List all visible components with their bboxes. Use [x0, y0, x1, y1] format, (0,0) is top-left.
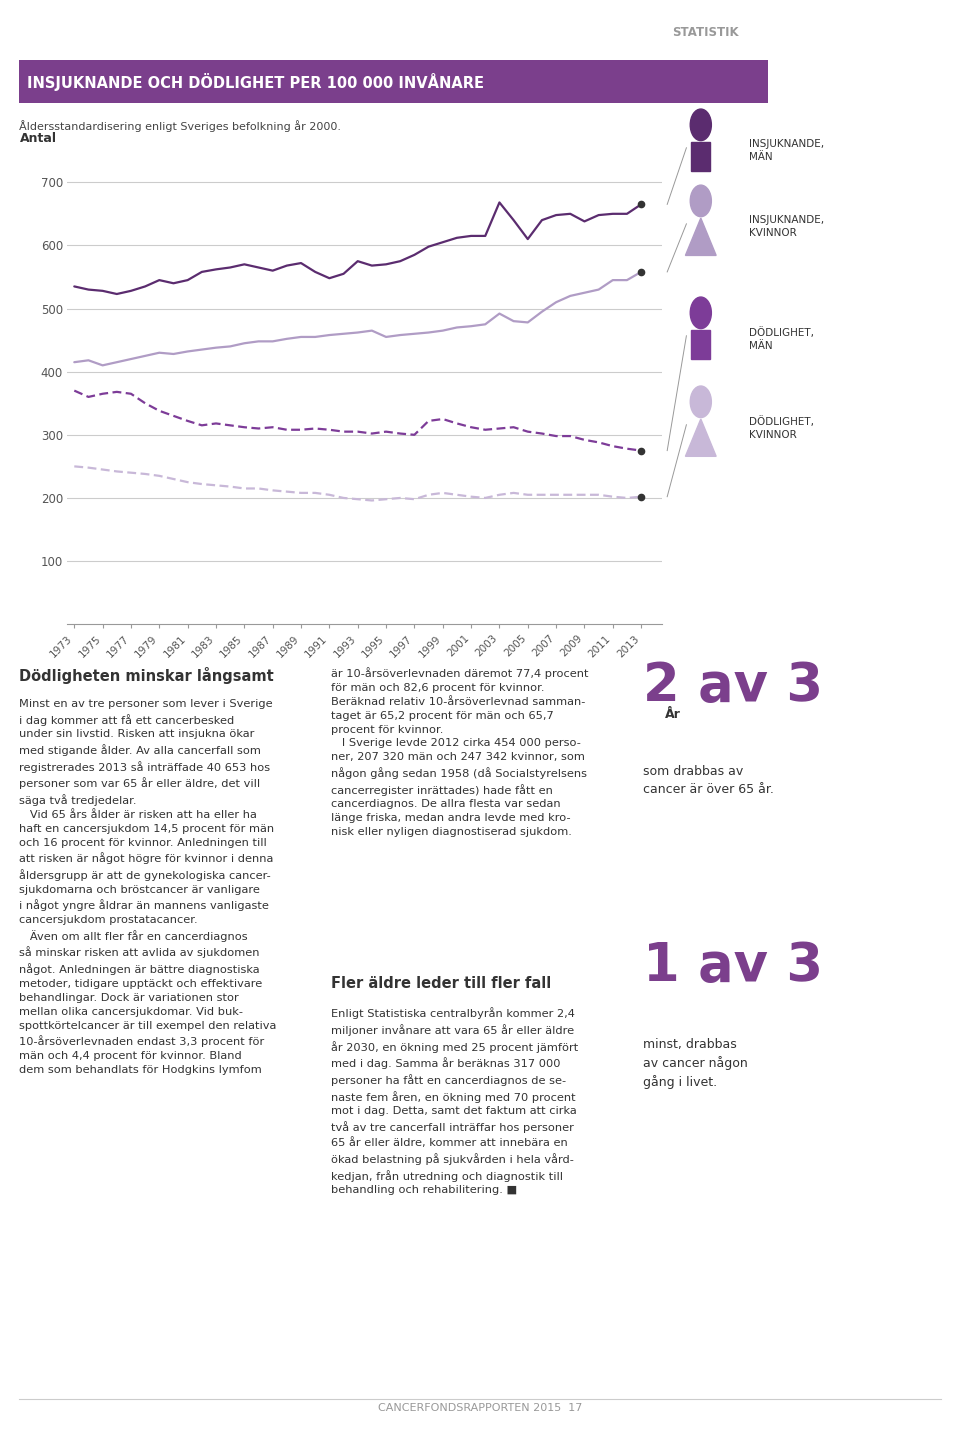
Text: Åldersstandardisering enligt Sveriges befolkning år 2000.: Åldersstandardisering enligt Sveriges be… — [19, 121, 341, 132]
Text: 1 av 3: 1 av 3 — [643, 940, 824, 992]
Text: CANCERFONDSRAPPORTEN 2015  17: CANCERFONDSRAPPORTEN 2015 17 — [378, 1403, 582, 1413]
Text: Minst en av tre personer som lever i Sverige
i dag kommer att få ett cancerbeske: Minst en av tre personer som lever i Sve… — [19, 699, 276, 1075]
Text: INSJUKNANDE,
MÄN: INSJUKNANDE, MÄN — [749, 139, 824, 162]
Text: INSJUKNANDE OCH DÖDLIGHET PER 100 000 INVÅNARE: INSJUKNANDE OCH DÖDLIGHET PER 100 000 IN… — [27, 73, 484, 90]
Text: 2 av 3: 2 av 3 — [643, 660, 824, 712]
Text: År: År — [664, 707, 681, 720]
Text: DÖDLIGHET,
MÄN: DÖDLIGHET, MÄN — [749, 327, 814, 352]
Text: som drabbas av
cancer är över 65 år.: som drabbas av cancer är över 65 år. — [643, 765, 774, 796]
Text: minst, drabbas
av cancer någon
gång i livet.: minst, drabbas av cancer någon gång i li… — [643, 1038, 748, 1089]
Text: Dödligheten minskar långsamt: Dödligheten minskar långsamt — [19, 667, 274, 684]
Text: Antal: Antal — [19, 132, 57, 145]
Text: DÖDLIGHET,
KVINNOR: DÖDLIGHET, KVINNOR — [749, 416, 814, 441]
Text: Enligt Statistiska centralbyrån kommer 2,4
miljoner invånare att vara 65 år elle: Enligt Statistiska centralbyrån kommer 2… — [331, 1007, 579, 1195]
Text: är 10-årsöverlevnaden däremot 77,4 procent
för män och 82,6 procent för kvinnor.: är 10-årsöverlevnaden däremot 77,4 proce… — [331, 667, 588, 837]
Text: INSJUKNANDE,
KVINNOR: INSJUKNANDE, KVINNOR — [749, 215, 824, 238]
Text: Fler äldre leder till fler fall: Fler äldre leder till fler fall — [331, 976, 551, 990]
Text: STATISTIK: STATISTIK — [672, 26, 738, 39]
